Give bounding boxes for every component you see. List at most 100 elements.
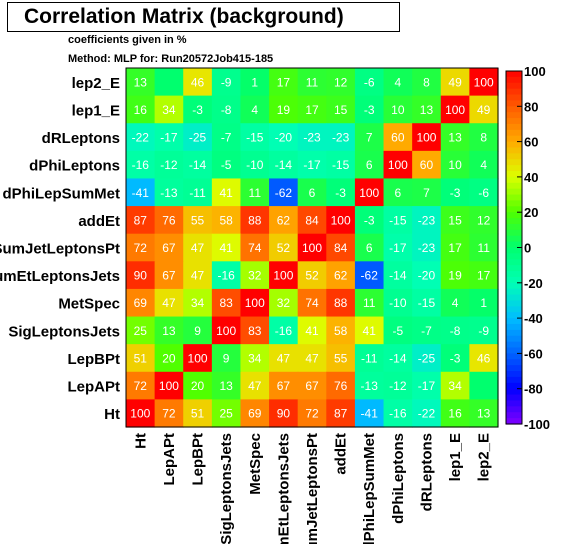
heatmap-cell <box>154 371 184 400</box>
cell-value-label: -22 <box>132 131 150 145</box>
heatmap-cell <box>126 123 156 152</box>
colorbar-tick-label: 80 <box>524 99 538 114</box>
cell-value-label: 32 <box>248 269 262 283</box>
heatmap-cell <box>383 68 413 97</box>
cell-value-label: 19 <box>448 269 462 283</box>
heatmap-cell <box>326 261 356 290</box>
cell-value-label: 52 <box>305 269 319 283</box>
cell-value-label: 84 <box>305 213 319 227</box>
colorbar-segment <box>506 418 522 425</box>
heatmap-cell <box>469 206 499 235</box>
heatmap-cell <box>126 150 156 180</box>
colorbar-segment <box>506 300 522 307</box>
cell-value-label: 34 <box>162 103 176 117</box>
cell-value-label: 52 <box>277 241 291 255</box>
heatmap-cell <box>440 150 470 180</box>
heatmap-cell <box>126 68 156 97</box>
cell-value-label: 46 <box>191 75 205 89</box>
heatmap-cell <box>240 399 270 428</box>
colorbar-segment <box>506 82 522 90</box>
heatmap-cell <box>354 178 385 207</box>
colorbar-segment <box>506 153 522 160</box>
colorbar-segment <box>506 129 522 137</box>
heatmap-cell <box>440 371 470 400</box>
colorbar-segment <box>506 365 522 372</box>
colorbar-segment <box>506 182 522 190</box>
heatmap-cell <box>297 316 327 345</box>
heatmap-cell <box>211 68 242 97</box>
heatmap-cell <box>154 288 184 318</box>
heatmap-cell <box>326 288 356 318</box>
heatmap-cell <box>383 399 413 428</box>
cell-value-label: -12 <box>160 158 178 172</box>
heatmap-cell <box>211 399 242 428</box>
cell-value-label: 10 <box>448 158 462 172</box>
heatmap-cell <box>440 68 470 97</box>
cell-value-label: 4 <box>480 158 487 172</box>
colorbar-segment <box>506 312 522 319</box>
colorbar-segment <box>506 212 522 219</box>
heatmap-cell <box>240 123 270 152</box>
colorbar-tick-label: -20 <box>524 276 543 291</box>
heatmap-cell <box>326 150 356 180</box>
heatmap-cell <box>269 316 299 345</box>
cell-value-label: 60 <box>391 131 405 145</box>
heatmap-cell <box>240 178 270 207</box>
column-tick-label: SigLeptonsJets <box>218 433 235 544</box>
cell-value-label: -23 <box>418 213 436 227</box>
heatmap-cell <box>440 344 470 373</box>
cell-value-label: -16 <box>389 407 407 421</box>
cell-value-label: -23 <box>303 131 321 145</box>
heatmap-cell <box>269 371 299 400</box>
cell-value-label: 32 <box>277 296 291 310</box>
row-tick-label: addEt <box>78 213 120 230</box>
cell-value-label: 17 <box>448 241 462 255</box>
heatmap-cell <box>183 288 213 318</box>
heatmap-cell <box>412 261 442 290</box>
cell-value-label: 55 <box>191 213 205 227</box>
heatmap-cell <box>297 233 327 262</box>
heatmap-cell <box>154 206 184 235</box>
cell-value-label: -16 <box>275 324 293 338</box>
cell-value-label: 34 <box>191 296 205 310</box>
heatmap-cell <box>183 123 213 152</box>
heatmap-cell <box>440 95 470 124</box>
cell-value-label: -25 <box>418 351 436 365</box>
cell-value-label: 100 <box>188 351 208 365</box>
heatmap-cell <box>183 150 213 180</box>
colorbar-tick-label: 40 <box>524 170 538 185</box>
heatmap-cell <box>297 206 327 235</box>
heatmap-cell <box>326 68 356 97</box>
column-tick-label: lep1_E <box>447 433 464 481</box>
row-tick-label: dRLeptons <box>42 130 120 147</box>
colorbar-segment <box>506 188 522 196</box>
cell-value-label: 67 <box>162 241 176 255</box>
heatmap-cell <box>297 150 327 180</box>
cell-value-label: -11 <box>189 186 206 200</box>
colorbar-segment <box>506 382 522 390</box>
cell-value-label: 88 <box>248 213 262 227</box>
colorbar-tick-label: 60 <box>524 135 538 150</box>
row-tick-label: lep1_E <box>72 102 120 119</box>
heatmap-cell <box>383 288 413 318</box>
heatmap-cell <box>211 316 242 345</box>
heatmap-cell <box>183 344 213 373</box>
cell-value-label: 49 <box>477 103 491 117</box>
cell-value-label: -17 <box>389 241 407 255</box>
cell-value-label: -6 <box>478 186 489 200</box>
heatmap-cell <box>211 123 242 152</box>
cell-value-label: 25 <box>134 324 148 338</box>
heatmap-cell <box>154 123 184 152</box>
row-tick-label: lep2_E <box>72 75 120 92</box>
cell-value-label: 41 <box>219 241 233 255</box>
cell-value-label: 90 <box>134 269 148 283</box>
colorbar-segment <box>506 335 522 343</box>
chart-subtitle: coefficients given in % <box>68 34 187 46</box>
heatmap-cell <box>240 261 270 290</box>
heatmap-cell <box>354 261 385 290</box>
heatmap-cell <box>440 233 470 262</box>
cell-value-label: -3 <box>450 186 461 200</box>
heatmap-cell <box>326 316 356 345</box>
column-tick-label: Ht <box>132 433 149 449</box>
colorbar-segment <box>506 200 522 207</box>
